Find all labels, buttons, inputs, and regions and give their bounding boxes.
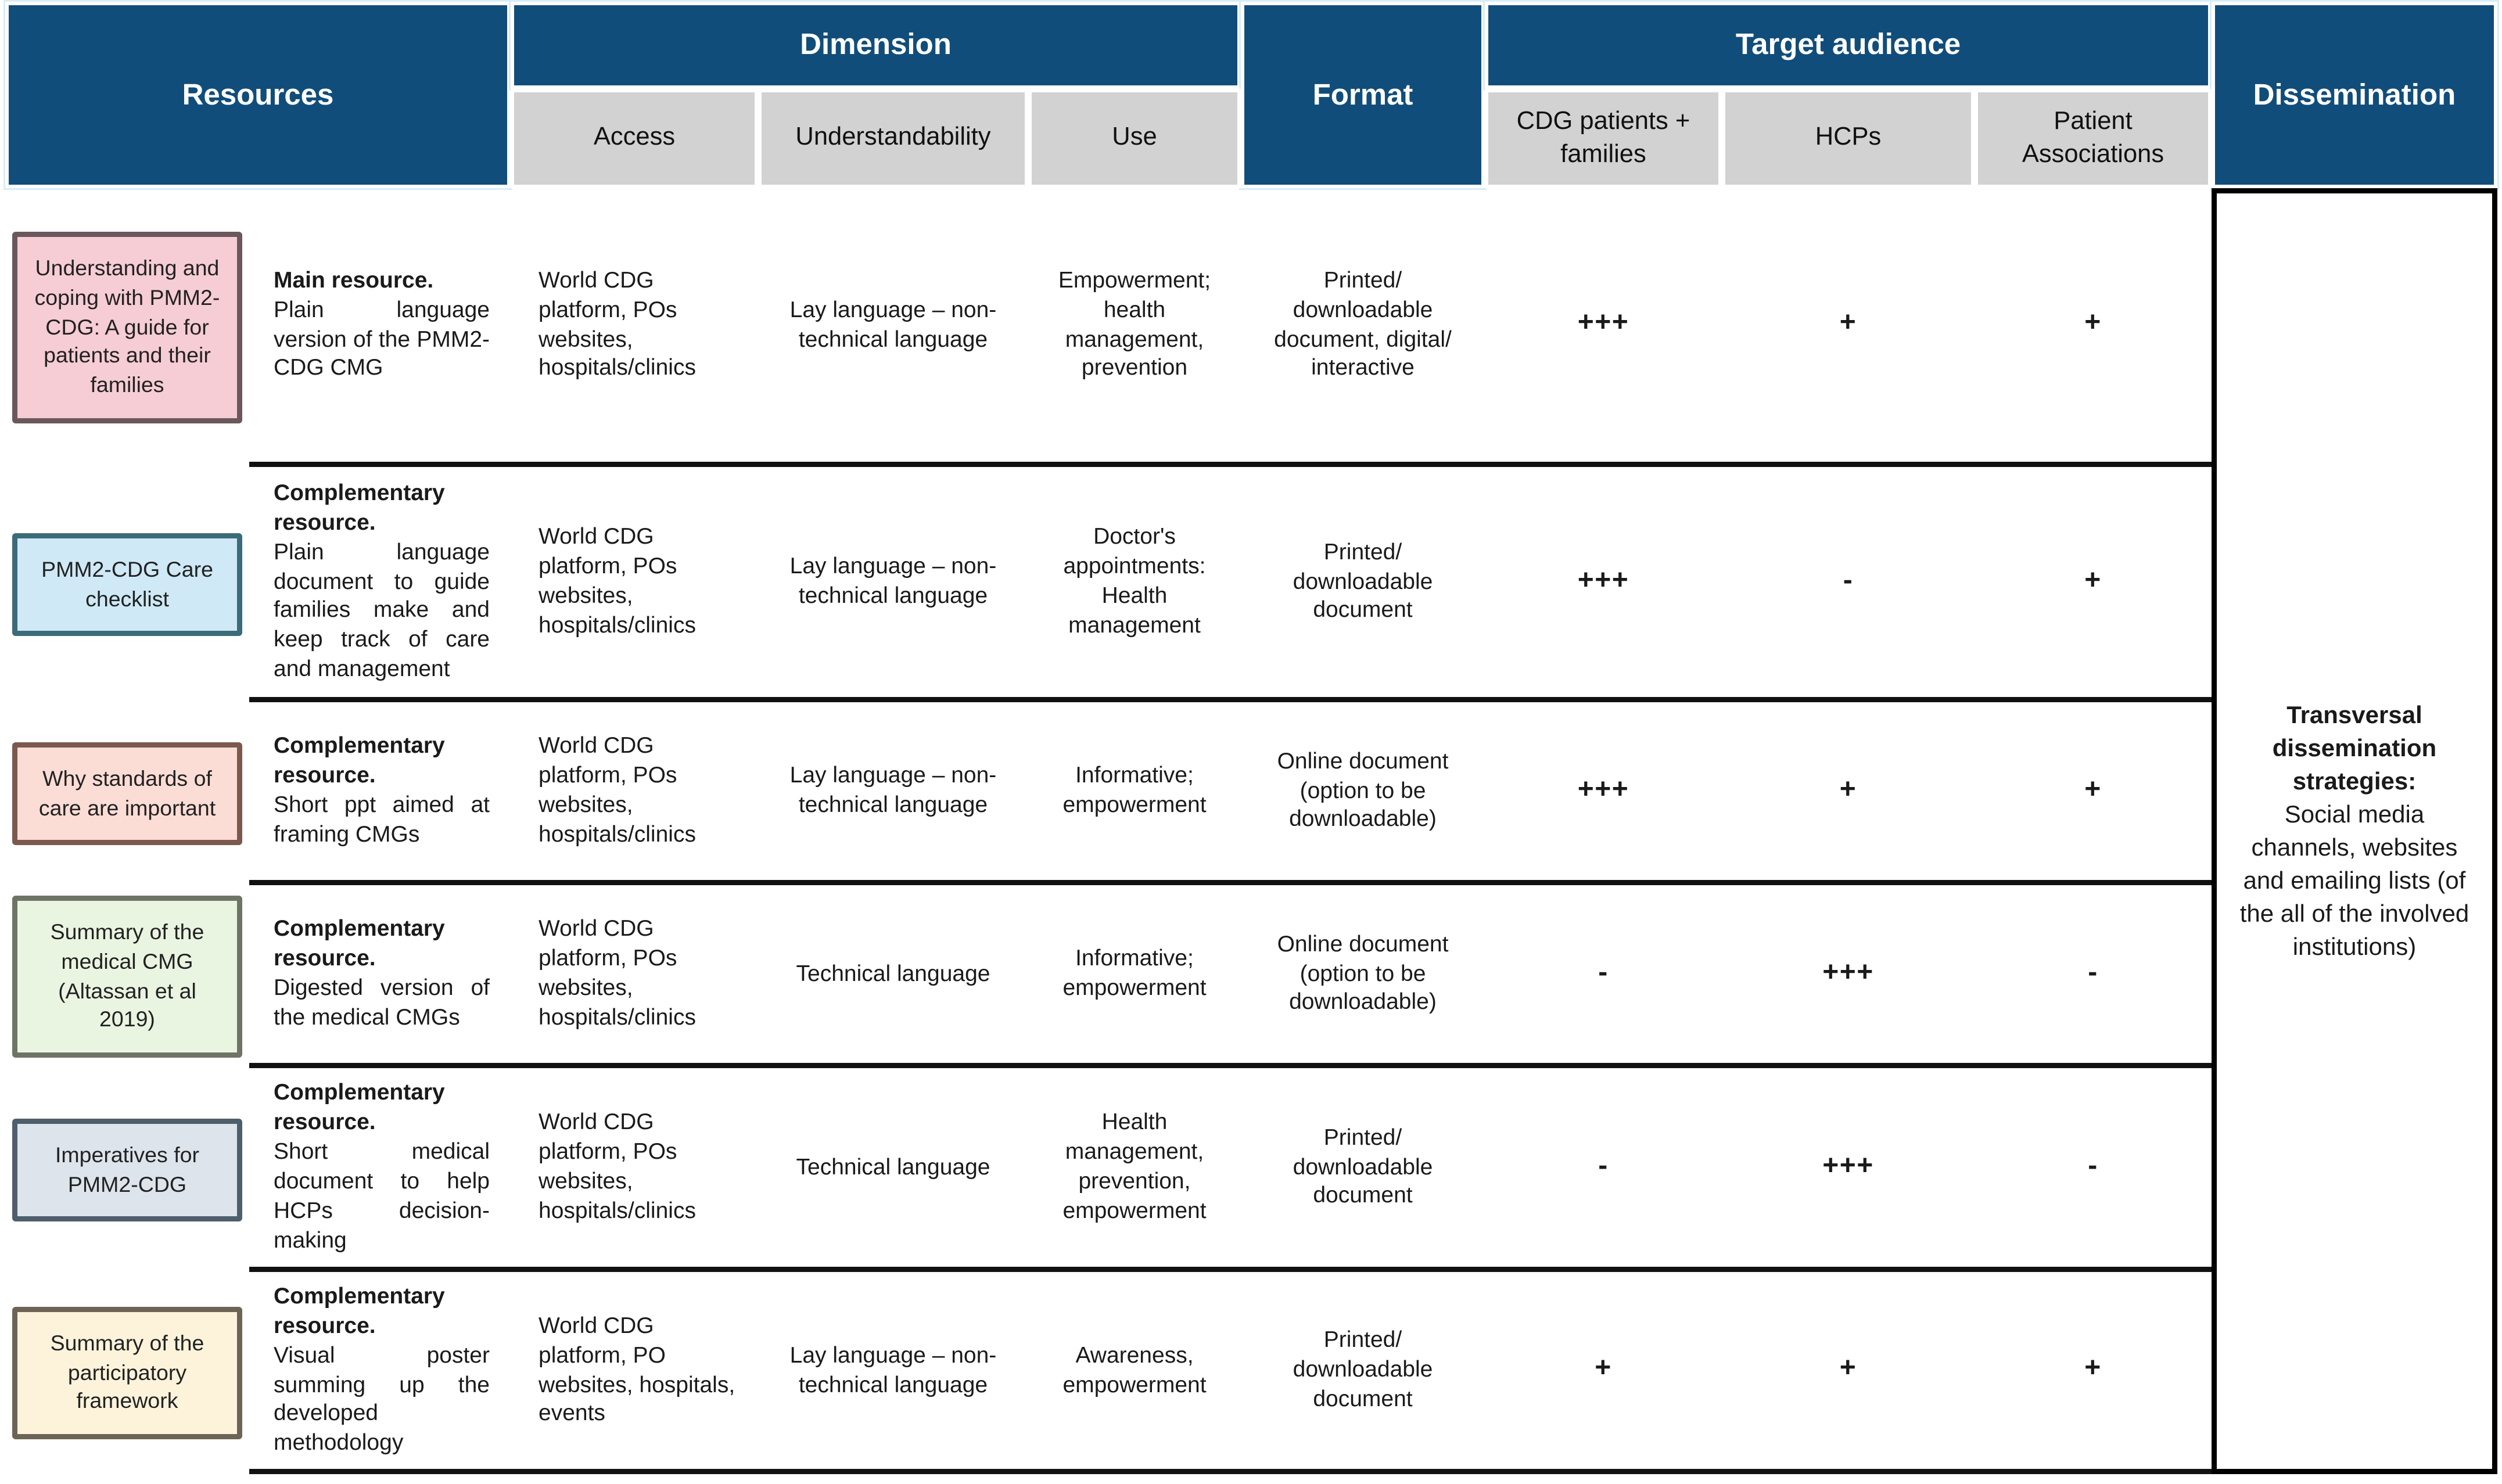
- resource-box: Summary of the participatory framework: [12, 1306, 242, 1440]
- column-header-resources: Resources: [5, 2, 511, 188]
- format-cell: Online document (option to be downloadab…: [1241, 885, 1485, 1068]
- dissemination-box: Transversal dissemination strategies: So…: [2212, 188, 2497, 1474]
- description-body: Plain language version of the PMM2-CDG C…: [274, 295, 490, 381]
- resources-dissemination-table: Resources Dimension Format Target audien…: [5, 2, 2497, 1474]
- format-cell: Online document (option to be downloadab…: [1241, 702, 1485, 885]
- description-lead: Main resource.: [274, 266, 434, 293]
- table-row: Understanding and coping with PMM2-CDG: …: [5, 188, 249, 467]
- use-cell: Awareness, empowerment: [1028, 1272, 1241, 1474]
- understandability-cell: Lay language – non-technical language: [758, 467, 1028, 702]
- access-cell: World CDG platform, POs websites, hospit…: [511, 885, 758, 1068]
- access-cell: World CDG platform, PO websites, hospita…: [511, 1272, 758, 1474]
- format-cell: Printed/ downloadable document: [1241, 467, 1485, 702]
- use-cell: Informative; empowerment: [1028, 885, 1241, 1068]
- use-cell: Health management, prevention, empowerme…: [1028, 1068, 1241, 1272]
- description-cell: Complementary resource. Short medical do…: [249, 1068, 511, 1272]
- description-cell: Main resource. Plain language version of…: [249, 188, 511, 467]
- dissemination-lead: Transversal dissemination strategies:: [2272, 701, 2437, 795]
- audience-cdg-patients-cell: -: [1485, 885, 1722, 1068]
- access-cell: World CDG platform, POs websites, hospit…: [511, 467, 758, 702]
- subheader-cdg-patients-families: CDG patients + families: [1485, 89, 1722, 188]
- column-header-dissemination: Dissemination: [2212, 2, 2497, 188]
- table-row: Summary of the participatory framework: [5, 1272, 249, 1474]
- audience-patient-associations-cell: -: [1975, 1068, 2212, 1272]
- audience-hcps-cell: +++: [1722, 1068, 1975, 1272]
- audience-cdg-patients-cell: -: [1485, 1068, 1722, 1272]
- audience-hcps-cell: +: [1722, 702, 1975, 885]
- subheader-hcps: HCPs: [1722, 89, 1975, 188]
- description-body: Digested version of the medical CMGs: [274, 974, 490, 1030]
- description-lead: Complementary resource.: [274, 732, 445, 788]
- description-lead: Complementary resource.: [274, 915, 445, 971]
- resource-box: Why standards of care are important: [12, 741, 242, 846]
- audience-cdg-patients-cell: +: [1485, 1272, 1722, 1474]
- audience-cdg-patients-cell: +++: [1485, 467, 1722, 702]
- dissemination-text: Transversal dissemination strategies: So…: [2231, 699, 2478, 962]
- description-cell: Complementary resource. Digested version…: [249, 885, 511, 1068]
- audience-cdg-patients-cell: +++: [1485, 188, 1722, 467]
- audience-patient-associations-cell: +: [1975, 1272, 2212, 1474]
- audience-hcps-cell: +: [1722, 188, 1975, 467]
- column-header-target-audience: Target audience: [1485, 2, 2212, 89]
- audience-cdg-patients-cell: +++: [1485, 702, 1722, 885]
- description-body: Visual poster summing up the developed m…: [274, 1341, 490, 1456]
- subheader-understandability: Understandability: [758, 89, 1028, 188]
- audience-patient-associations-cell: +: [1975, 702, 2212, 885]
- use-cell: Informative; empowerment: [1028, 702, 1241, 885]
- table-row: PMM2-CDG Care checklist: [5, 467, 249, 702]
- description-body: Short medical document to help HCPs deci…: [274, 1138, 490, 1253]
- format-cell: Printed/ downloadable document: [1241, 1068, 1485, 1272]
- access-cell: World CDG platform, POs websites, hospit…: [511, 188, 758, 467]
- table-row: Imperatives for PMM2-CDG: [5, 1068, 249, 1272]
- resource-box: Summary of the medical CMG (Altassan et …: [12, 895, 242, 1058]
- subheader-patient-associations: Patient Associations: [1975, 89, 2212, 188]
- resource-box: Imperatives for PMM2-CDG: [12, 1118, 242, 1223]
- description-body: Plain language document to guide familie…: [274, 538, 490, 682]
- understandability-cell: Technical language: [758, 1068, 1028, 1272]
- resource-box: PMM2-CDG Care checklist: [12, 532, 242, 637]
- understandability-cell: Technical language: [758, 885, 1028, 1068]
- audience-hcps-cell: +: [1722, 1272, 1975, 1474]
- description-body: Short ppt aimed at framing CMGs: [274, 791, 490, 847]
- table-row: Why standards of care are important: [5, 702, 249, 885]
- subheader-access: Access: [511, 89, 758, 188]
- access-cell: World CDG platform, POs websites, hospit…: [511, 702, 758, 885]
- audience-patient-associations-cell: +: [1975, 188, 2212, 467]
- resource-box: Understanding and coping with PMM2-CDG: …: [12, 231, 242, 424]
- audience-hcps-cell: +++: [1722, 885, 1975, 1068]
- understandability-cell: Lay language – non-technical language: [758, 1272, 1028, 1474]
- description-cell: Complementary resource. Short ppt aimed …: [249, 702, 511, 885]
- use-cell: Empowerment; health management, preventi…: [1028, 188, 1241, 467]
- description-cell: Complementary resource. Visual poster su…: [249, 1272, 511, 1474]
- understandability-cell: Lay language – non-technical language: [758, 702, 1028, 885]
- audience-patient-associations-cell: +: [1975, 467, 2212, 702]
- column-header-format: Format: [1241, 2, 1485, 188]
- understandability-cell: Lay language – non-technical language: [758, 188, 1028, 467]
- audience-patient-associations-cell: -: [1975, 885, 2212, 1068]
- subheader-use: Use: [1028, 89, 1241, 188]
- dissemination-body: Social media channels, websites and emai…: [2239, 800, 2469, 960]
- audience-hcps-cell: -: [1722, 467, 1975, 702]
- table-row: Summary of the medical CMG (Altassan et …: [5, 885, 249, 1068]
- format-cell: Printed/ downloadable document, digital/…: [1241, 188, 1485, 467]
- description-lead: Complementary resource.: [274, 479, 445, 535]
- column-header-dimension: Dimension: [511, 2, 1241, 89]
- description-lead: Complementary resource.: [274, 1282, 445, 1338]
- description-cell: Complementary resource. Plain language d…: [249, 467, 511, 702]
- use-cell: Doctor's appointments: Health management: [1028, 467, 1241, 702]
- access-cell: World CDG platform, POs websites, hospit…: [511, 1068, 758, 1272]
- format-cell: Printed/ downloadable document: [1241, 1272, 1485, 1474]
- description-lead: Complementary resource.: [274, 1079, 445, 1135]
